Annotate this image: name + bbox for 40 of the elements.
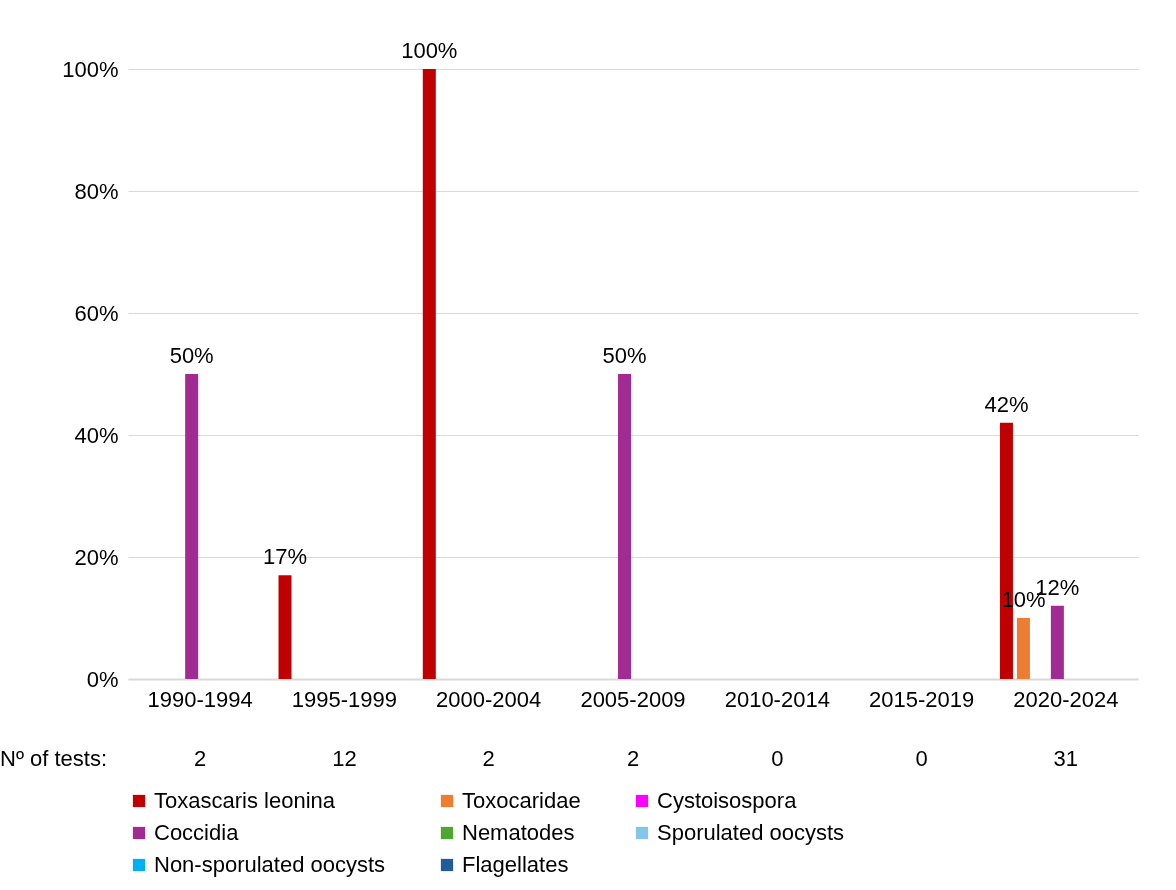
text: 2 bbox=[482, 746, 495, 771]
y-tick-label: 80% bbox=[74, 178, 119, 204]
x-tick-label: 2010-2014 bbox=[724, 686, 830, 712]
text: 42% bbox=[984, 391, 1029, 417]
y-tick-label: 40% bbox=[74, 422, 119, 448]
legend-label: Toxascaris leonina bbox=[154, 788, 336, 813]
bar bbox=[618, 374, 632, 679]
y-tick-label: 0% bbox=[86, 666, 119, 692]
text: 17% bbox=[262, 544, 308, 570]
text: 2 bbox=[626, 746, 640, 771]
x-tick-label: 2015-2019 bbox=[868, 686, 975, 712]
text: 31 bbox=[1053, 746, 1079, 771]
y-tick-label: 60% bbox=[74, 300, 119, 326]
legend-label: Flagellates bbox=[462, 852, 569, 877]
text: 12 bbox=[332, 746, 357, 771]
x-tick-label: 2020-2024 bbox=[1013, 686, 1119, 712]
text: 100% bbox=[401, 38, 458, 63]
legend-label: Sporulated oocysts bbox=[657, 820, 845, 845]
legend-label: Non-sporulated oocysts bbox=[154, 852, 386, 877]
x-tick-label: 2005-2009 bbox=[580, 686, 686, 712]
text: Nº of tests: bbox=[0, 746, 108, 771]
y-tick-label: 100% bbox=[62, 56, 119, 82]
x-tick-label: 2000-2004 bbox=[436, 686, 542, 712]
y-tick-label: 20% bbox=[74, 544, 119, 570]
text: 0 bbox=[915, 746, 928, 771]
legend-label: Toxocaridae bbox=[462, 788, 581, 813]
text: 0 bbox=[771, 746, 784, 771]
bar bbox=[1050, 605, 1064, 679]
legend-label: Coccidia bbox=[154, 820, 240, 845]
text: 2 bbox=[194, 746, 207, 771]
x-tick-label: 1990-1994 bbox=[147, 686, 253, 712]
text: 50% bbox=[602, 343, 647, 368]
bar bbox=[1016, 618, 1030, 679]
bar bbox=[278, 575, 292, 679]
legend-label: Nematodes bbox=[462, 820, 575, 845]
x-tick-label: 1995-1999 bbox=[291, 686, 398, 712]
bar bbox=[422, 69, 436, 679]
text: 50% bbox=[169, 343, 214, 368]
legend-label: Cystoisospora bbox=[657, 788, 798, 813]
bar bbox=[185, 374, 199, 679]
